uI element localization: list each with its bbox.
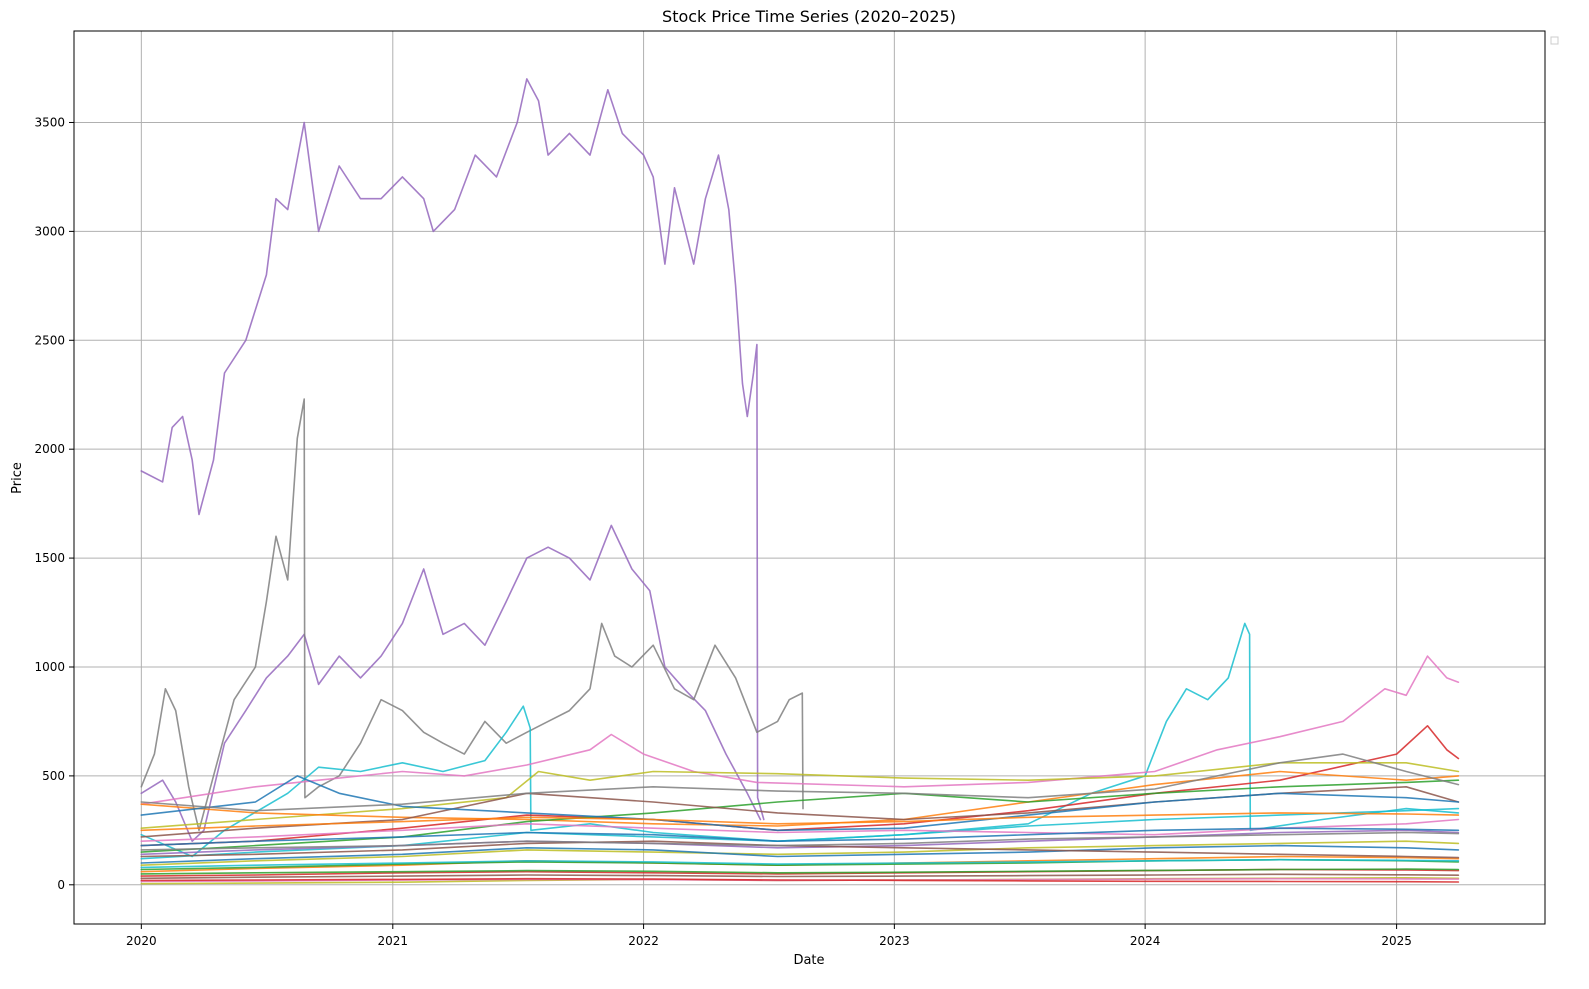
- series-line-21: [140, 873, 1460, 880]
- empty-legend-box: [1550, 36, 1559, 45]
- series-line-24: [140, 868, 1460, 875]
- series-layer: [140, 78, 1460, 885]
- chart-title: Stock Price Time Series (2020–2025): [662, 7, 956, 26]
- x-axis-label: Date: [793, 953, 824, 968]
- y-tick-label: 3500: [34, 115, 65, 129]
- series-line-27: [140, 831, 1460, 851]
- y-tick-label: 2500: [34, 333, 65, 347]
- series-line-4: [140, 622, 1460, 858]
- series-line-10: [140, 786, 1460, 838]
- y-tick-label: 3000: [34, 224, 65, 238]
- series-line-16: [140, 840, 1460, 866]
- grid: [74, 31, 1545, 924]
- plot-frame: [73, 30, 1546, 925]
- series-line-2: [140, 524, 762, 842]
- y-tick-label: 0: [57, 878, 65, 892]
- series-line-28: [140, 858, 1460, 869]
- y-tick-label: 2000: [34, 442, 65, 456]
- series-line-6: [140, 725, 1460, 847]
- x-tick-label: 2024: [1130, 934, 1161, 948]
- y-tick-label: 500: [42, 769, 65, 783]
- x-tick-label: 2020: [126, 934, 157, 948]
- y-tick-label: 1500: [34, 551, 65, 565]
- y-axis-label: Price: [10, 462, 25, 494]
- x-tick-label: 2023: [879, 934, 910, 948]
- x-tick-label: 2022: [628, 934, 659, 948]
- series-line-26: [140, 840, 1460, 859]
- series-line-30: [140, 877, 1460, 883]
- series-line-25: [140, 827, 1460, 847]
- y-tick-label: 1000: [34, 660, 65, 674]
- series-line-15: [140, 818, 1460, 842]
- ticks: 2020 2021 2022 2023 2024 2025 0 500 1000 1500 2000…: [34, 115, 1411, 948]
- x-tick-label: 2025: [1381, 934, 1412, 948]
- series-line-12: [140, 753, 1460, 812]
- series-line-29: [140, 812, 1460, 832]
- series-line-3: [140, 398, 804, 832]
- series-line-1: [140, 78, 765, 821]
- series-line-17: [140, 844, 1460, 864]
- series-line-11: [140, 775, 1460, 832]
- x-tick-label: 2021: [378, 934, 409, 948]
- series-line-5: [140, 655, 1460, 805]
